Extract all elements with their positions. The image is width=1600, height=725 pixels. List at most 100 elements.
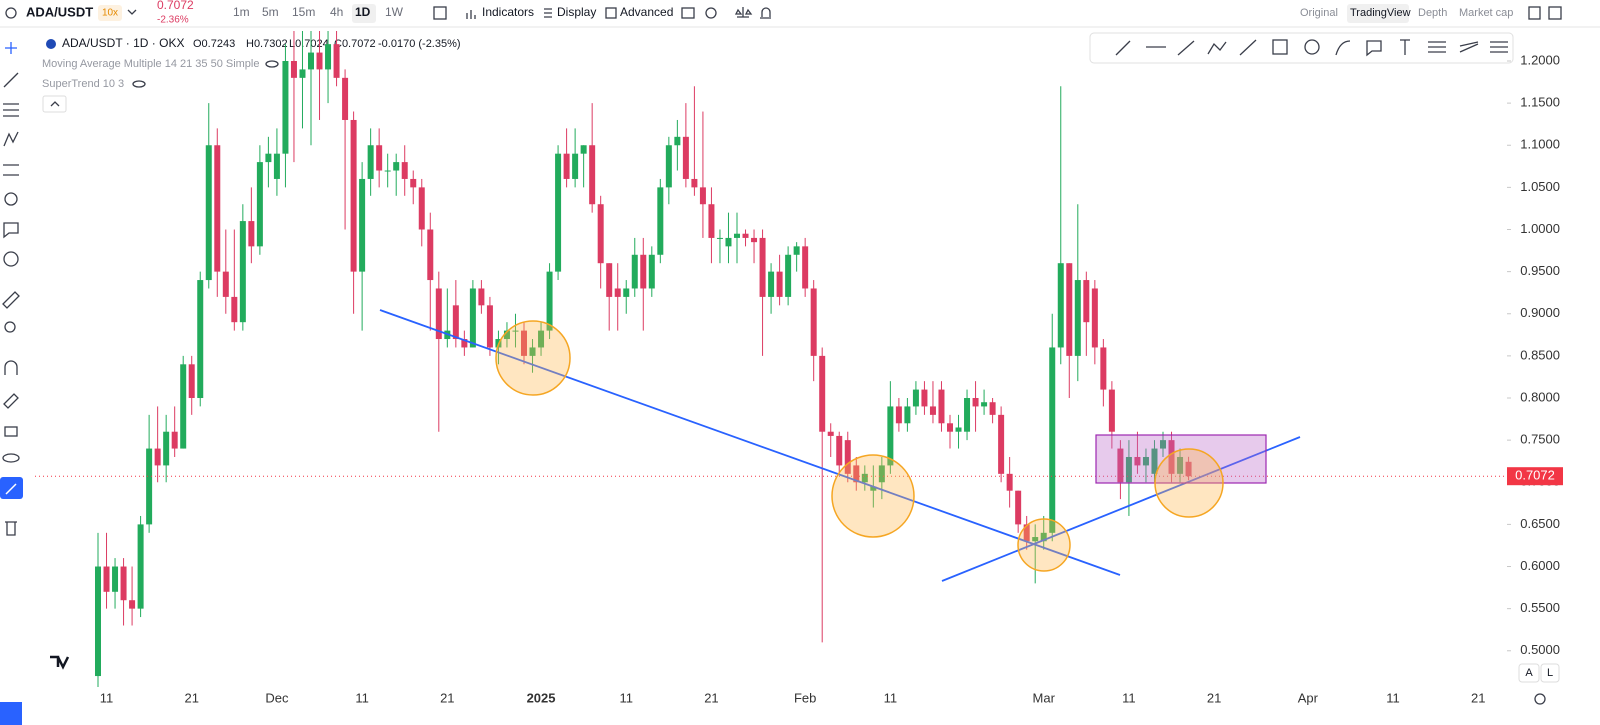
- symbol[interactable]: ADA/USDT: [26, 4, 93, 19]
- interval-active-bg: [352, 4, 376, 23]
- view-tab[interactable]: Market cap: [1459, 7, 1513, 19]
- candle-body: [878, 465, 885, 483]
- candle-body: [401, 162, 408, 179]
- draw-mode-tool[interactable]: [3, 393, 19, 409]
- candle-body: [614, 288, 621, 297]
- trendline[interactable]: [379, 309, 1121, 576]
- indicator-hidden-icon[interactable]: [265, 60, 279, 68]
- candle-body: [452, 305, 459, 340]
- draw-grid[interactable]: [1490, 41, 1508, 53]
- indicator-name[interactable]: Moving Average Multiple 14 21 35 50 Simp…: [42, 58, 260, 70]
- candle-body: [435, 288, 442, 340]
- candle-body: [205, 145, 212, 281]
- indicator-name[interactable]: SuperTrend 10 3: [42, 78, 124, 90]
- candle-body: [316, 52, 323, 70]
- candle-body: [273, 153, 280, 179]
- axis-settings[interactable]: [1534, 693, 1546, 705]
- price-axis: 0.50000.55000.60000.65000.70000.75000.80…: [1507, 52, 1563, 657]
- highlight-circle[interactable]: [1154, 448, 1224, 518]
- candle-body: [146, 448, 153, 525]
- candle-body: [256, 162, 263, 247]
- interval[interactable]: 4h: [330, 5, 343, 19]
- indicator-hidden-icon[interactable]: [132, 80, 146, 88]
- highlight-circle[interactable]: [1017, 518, 1071, 572]
- view-tab[interactable]: Depth: [1418, 7, 1447, 19]
- candle-body: [171, 431, 178, 449]
- candle-body: [793, 246, 800, 255]
- text-tool[interactable]: [3, 222, 19, 239]
- view-tab[interactable]: TradingView: [1350, 7, 1411, 19]
- interval[interactable]: 1D: [355, 5, 371, 19]
- draw-circle[interactable]: [1304, 39, 1320, 55]
- interval[interactable]: 1W: [385, 5, 404, 19]
- draw-rect[interactable]: [1272, 39, 1288, 55]
- settings-icon[interactable]: [705, 7, 717, 19]
- legend-change: -0.0170 (-2.35%): [378, 38, 461, 50]
- candle-body: [214, 145, 221, 272]
- candle-body: [844, 440, 851, 474]
- magnet-tool[interactable]: [4, 360, 18, 375]
- menu-icon[interactable]: [5, 7, 17, 19]
- legend-open: O0.7243: [193, 38, 235, 50]
- symbol-dropdown[interactable]: [127, 9, 137, 15]
- view-tab[interactable]: Original: [1300, 7, 1338, 19]
- draw-ray[interactable]: [1177, 40, 1195, 56]
- range-box[interactable]: [1095, 434, 1267, 484]
- fullscreen-icon[interactable]: [1548, 6, 1562, 20]
- draw-fib[interactable]: [1459, 41, 1479, 53]
- compare-icon[interactable]: [734, 7, 753, 18]
- delete-tool[interactable]: [5, 521, 17, 536]
- highlight-circle[interactable]: [495, 320, 571, 396]
- candle-body: [555, 153, 562, 272]
- scale-button-bg[interactable]: [1540, 663, 1560, 683]
- visibility-tool[interactable]: [2, 453, 20, 463]
- highlight-circle[interactable]: [831, 454, 915, 538]
- interval[interactable]: 15m: [292, 5, 315, 19]
- draw-arrow[interactable]: [1239, 39, 1257, 56]
- toolbar-button[interactable]: Advanced: [620, 5, 673, 19]
- trendline-tool[interactable]: [3, 72, 19, 88]
- y-tick-label: 0.9000: [1520, 305, 1560, 320]
- layout-icon[interactable]: [1528, 6, 1541, 20]
- crosshair-tool[interactable]: [5, 42, 17, 54]
- emoji-tool[interactable]: [3, 251, 19, 267]
- trendline[interactable]: [941, 436, 1301, 582]
- ruler-tool[interactable]: [2, 291, 20, 309]
- toolbar-button[interactable]: Display: [557, 5, 596, 19]
- scale-auto[interactable]: A: [1525, 667, 1533, 679]
- scale-log[interactable]: L: [1547, 667, 1553, 679]
- chart-type-icon[interactable]: [433, 6, 447, 20]
- projection-tool[interactable]: [3, 164, 19, 176]
- draw-price[interactable]: [1400, 39, 1410, 55]
- toolbar-button[interactable]: Indicators: [482, 5, 534, 19]
- candle-body: [112, 566, 119, 592]
- draw-path[interactable]: [1207, 41, 1227, 55]
- pattern-tool[interactable]: [3, 131, 19, 147]
- draw-curve[interactable]: [1335, 40, 1351, 56]
- display-icon: [544, 8, 552, 18]
- legend-collapse[interactable]: [42, 95, 67, 113]
- shape-tool[interactable]: [4, 192, 18, 206]
- x-tick-label: 21: [704, 690, 718, 705]
- screenshot-icon[interactable]: [681, 7, 695, 19]
- candle-body: [154, 448, 161, 466]
- y-tick-label: 1.2000: [1520, 52, 1560, 67]
- draw-line[interactable]: [1115, 40, 1131, 56]
- interval[interactable]: 1m: [233, 5, 250, 19]
- lock-tool[interactable]: [4, 426, 18, 437]
- draw-note[interactable]: [1366, 40, 1382, 57]
- fib-tool[interactable]: [3, 103, 19, 117]
- candle-body: [1049, 347, 1056, 533]
- zoom-tool[interactable]: [4, 321, 16, 333]
- alert-icon[interactable]: [760, 7, 771, 19]
- candle-body: [1083, 280, 1090, 323]
- y-tick-label: 0.6500: [1520, 516, 1560, 531]
- candle-body: [410, 178, 417, 188]
- candle-body: [1074, 280, 1081, 356]
- scale-button-bg[interactable]: [1518, 663, 1540, 683]
- interval[interactable]: 5m: [262, 5, 279, 19]
- candle-body: [776, 271, 783, 297]
- candle-body: [197, 280, 204, 399]
- draw-channel[interactable]: [1428, 41, 1446, 53]
- y-tick-label: 0.8500: [1520, 347, 1560, 362]
